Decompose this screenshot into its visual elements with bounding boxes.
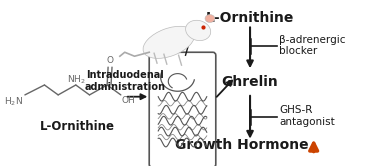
Ellipse shape	[205, 15, 215, 23]
Ellipse shape	[143, 26, 195, 58]
Ellipse shape	[186, 20, 211, 41]
Text: O: O	[107, 56, 113, 65]
Text: OH: OH	[122, 96, 136, 105]
Text: L-Ornithine: L-Ornithine	[206, 11, 294, 25]
Text: β-adrenergic
blocker: β-adrenergic blocker	[279, 35, 346, 56]
Text: L-Ornithine: L-Ornithine	[40, 120, 115, 133]
Text: Growth Hormone: Growth Hormone	[175, 138, 309, 152]
Text: Ghrelin: Ghrelin	[222, 75, 279, 89]
Text: Intraduodenal
administration: Intraduodenal administration	[84, 70, 165, 92]
Text: GHS-R
antagonist: GHS-R antagonist	[279, 105, 335, 127]
Text: NH$_2$: NH$_2$	[67, 73, 86, 86]
FancyBboxPatch shape	[149, 52, 216, 167]
Text: H$_2$N: H$_2$N	[4, 96, 23, 108]
